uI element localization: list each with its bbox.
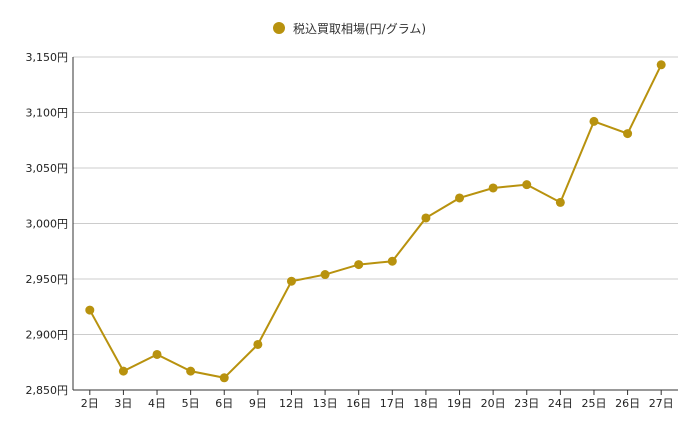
data-point [589,116,599,126]
data-point [488,183,498,193]
data-point [186,366,196,376]
y-tick-label: 2,900円 [26,329,69,342]
data-point [656,60,666,70]
x-tick-label: 9日 [249,397,267,410]
x-tick-label: 19日 [447,397,472,410]
series-line [88,64,663,379]
data-point [555,197,565,207]
x-tick-label: 13日 [313,397,338,410]
data-point [118,366,128,376]
legend-marker [272,22,285,34]
x-tick-label: 24日 [548,397,573,410]
y-tick-label: 3,100円 [26,107,69,120]
data-point [286,276,296,286]
x-tick-label: 26日 [615,397,640,410]
grid [73,56,678,335]
x-tick-label: 4日 [148,397,166,410]
y-tick-label: 3,050円 [26,162,69,175]
x-tick-label: 5日 [182,397,200,410]
x-tick-label: 23日 [514,397,539,410]
legend: 税込買取相場(円/グラム) [0,17,699,39]
x-tick-label: 20日 [481,397,506,410]
x-tick-label: 25日 [581,397,606,410]
data-point [354,260,364,270]
legend-label: 税込買取相場(円/グラム) [292,21,427,36]
y-tick-label: 2,950円 [26,273,69,286]
y-tick-label: 2,850円 [26,384,69,397]
data-point [387,256,397,266]
x-tick-label: 16日 [346,397,371,410]
x-tick-label: 2日 [81,397,99,410]
data-point [623,129,633,139]
y-axis-ticks: 2,850円 2,900円 2,950円 3,000円 3,050円 3,100円 3,15… [26,51,69,397]
y-tick-label: 3,000円 [26,218,69,231]
x-tick-label: 18日 [413,397,438,410]
x-axis-ticks: 2日 3日 4日 5日 6日 9日 12日 13日 16日 17日 18日 19日 20日 23日 24日 2… [81,390,674,410]
data-point [421,213,431,223]
data-point [85,305,95,315]
x-tick-label: 6日 [215,397,233,410]
data-point [320,270,330,280]
x-tick-label: 3日 [114,397,132,410]
data-point [152,349,162,359]
data-point [455,193,465,203]
data-point [253,339,263,349]
x-tick-label: 12日 [279,397,304,410]
y-tick-label: 3,150円 [26,51,69,64]
data-point [522,180,532,190]
series-layer [85,60,666,383]
x-tick-label: 17日 [380,397,405,410]
data-point [219,373,229,383]
x-tick-label: 27日 [649,397,674,410]
axes [72,57,678,391]
